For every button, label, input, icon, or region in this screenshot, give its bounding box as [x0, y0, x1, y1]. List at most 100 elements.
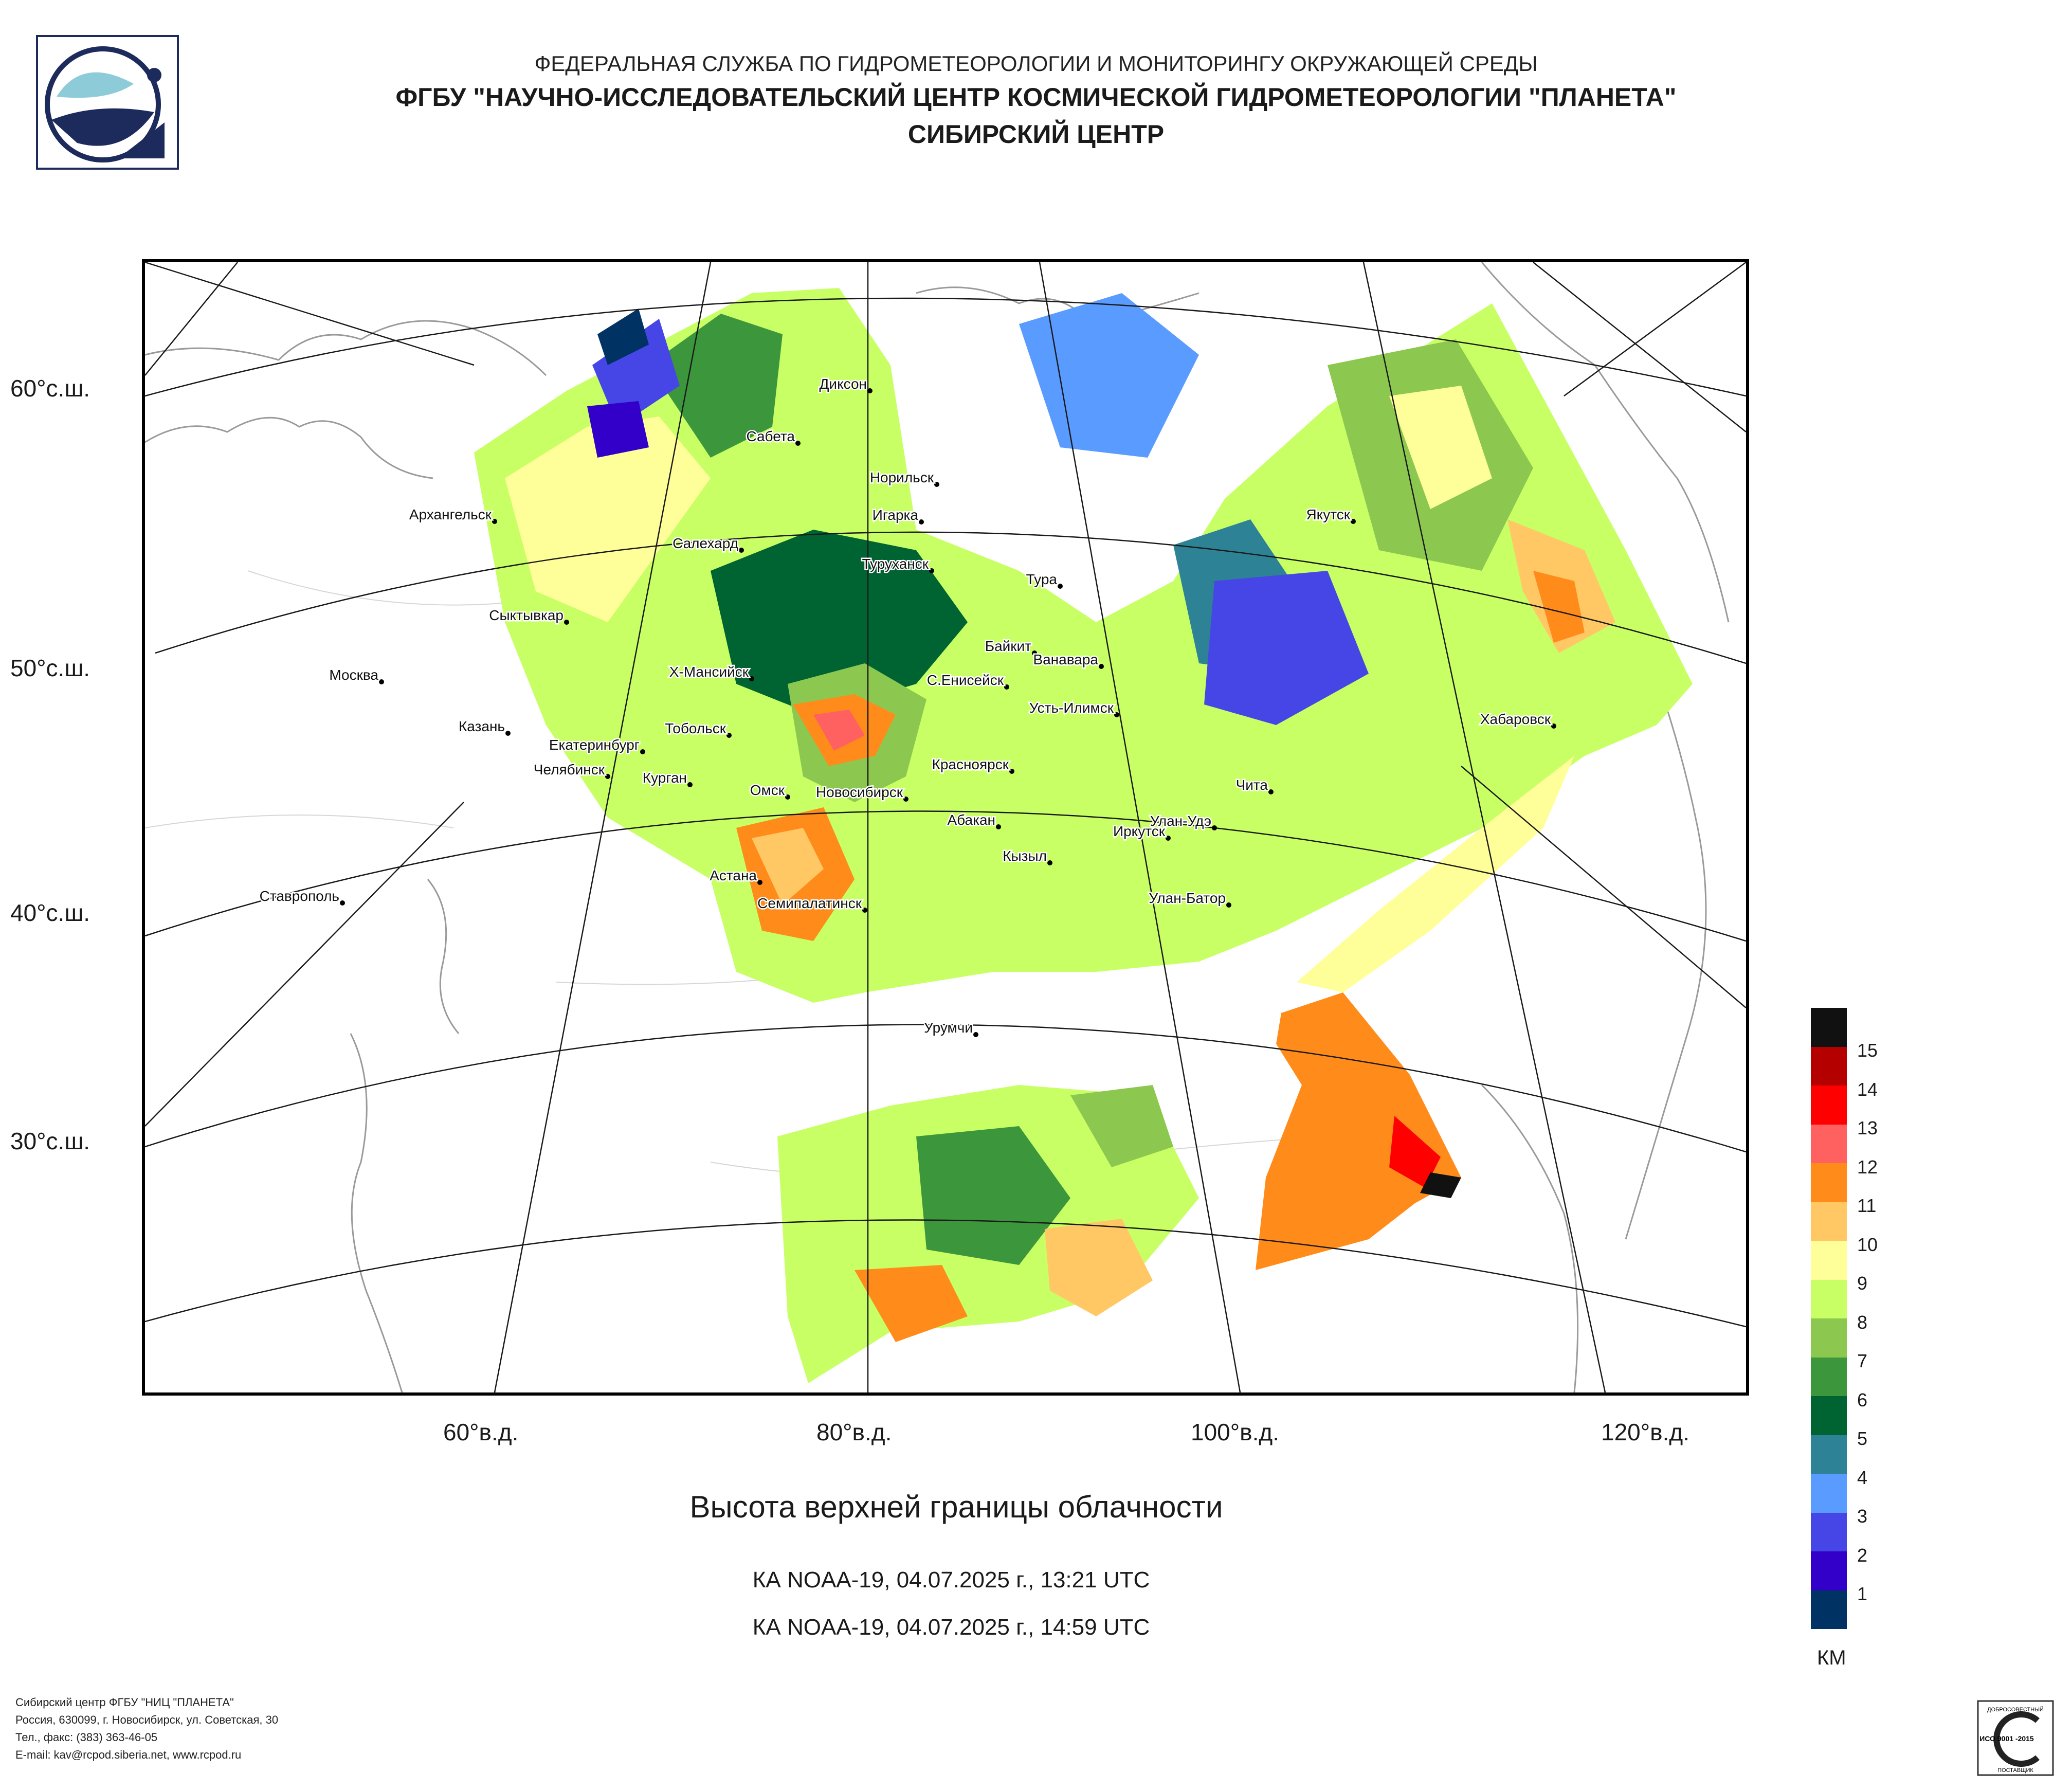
map-canvas: Диксон Сабета Норильск Игарка Архангельск Сал… — [145, 262, 1746, 1392]
lon-label-100: 100°в.д. — [1191, 1419, 1279, 1445]
lon-label-60: 60°в.д. — [443, 1419, 519, 1445]
legend-label: 7 — [1857, 1350, 1868, 1371]
legend-swatch — [1811, 1357, 1847, 1396]
city-dot — [1226, 902, 1231, 908]
city-label: Норильск — [870, 469, 934, 485]
city-dot — [379, 679, 384, 684]
city-dot — [726, 733, 732, 738]
city-label: Архангельск — [409, 506, 492, 522]
city-dot — [929, 568, 934, 573]
legend-swatch — [1811, 1512, 1847, 1551]
city-label: Туруханск — [862, 556, 929, 572]
satellite-pass-2: КА NOAA-19, 04.07.2025 г., 14:59 UTC — [752, 1615, 1150, 1640]
city-dot — [996, 824, 1001, 829]
lon-label-80: 80°в.д. — [816, 1419, 892, 1445]
cloud-top-map: Диксон Сабета Норильск Игарка Архангельск Сал… — [142, 259, 1749, 1396]
city-label: Салехард — [673, 535, 738, 551]
city-label: Байкит — [985, 638, 1031, 654]
city-label: Усть-Илимск — [1029, 700, 1114, 716]
legend-swatch — [1811, 1086, 1847, 1125]
agency-title: ФЕДЕРАЛЬНАЯ СЛУЖБА ПО ГИДРОМЕТЕОРОЛОГИИ … — [534, 51, 1538, 76]
footer-address: Россия, 630099, г. Новосибирск, ул. Сове… — [15, 1713, 279, 1726]
city-label: Челябинск — [534, 762, 605, 777]
city-dot — [785, 794, 790, 800]
city-label: Семипалатинск — [757, 895, 862, 911]
city-markers: Диксон Сабета Норильск Игарка Архангельск Сал… — [258, 375, 1556, 1037]
lat-label-60: 60°с.ш. — [10, 375, 90, 402]
city-label: Диксон — [819, 376, 867, 392]
legend-swatch — [1811, 1163, 1847, 1202]
city-dot — [1166, 836, 1171, 841]
city-label: Тура — [1026, 571, 1058, 587]
city-label: С.Енисейск — [927, 672, 1004, 688]
lat-label-30: 30°с.ш. — [10, 1128, 90, 1154]
city-dot — [564, 620, 569, 625]
city-label: Чита — [1236, 777, 1268, 793]
branch-title: СИБИРСКИЙ ЦЕНТР — [907, 120, 1165, 149]
product-title: Высота верхней границы облачности — [689, 1490, 1223, 1524]
city-label: Игарка — [873, 507, 919, 523]
legend-swatch — [1811, 1124, 1847, 1163]
city-label: Москва — [329, 667, 378, 683]
legend-label: 4 — [1857, 1467, 1868, 1488]
city-dot — [919, 519, 924, 524]
city-label: Красноярск — [932, 756, 1009, 772]
city-dot — [749, 676, 754, 681]
city-dot — [1004, 684, 1009, 690]
city-dot — [757, 880, 762, 885]
legend-swatch — [1811, 1551, 1847, 1590]
city-label: Улан-Батор — [1149, 890, 1226, 906]
city-dot — [640, 749, 645, 754]
city-dot — [1099, 664, 1104, 669]
city-label: Сыктывкар — [489, 607, 564, 623]
city-dot — [795, 441, 801, 446]
graticule — [145, 262, 1746, 1392]
city-label: Ванавара — [1033, 652, 1098, 667]
city-dot — [1032, 650, 1037, 656]
city-dot — [1114, 712, 1119, 717]
legend-label: 3 — [1857, 1506, 1868, 1527]
city-label: Астана — [710, 867, 757, 883]
city-dot — [1047, 860, 1052, 865]
legend-label: 11 — [1857, 1195, 1877, 1216]
city-label: Сабета — [746, 428, 795, 444]
city-dot — [1551, 723, 1556, 729]
city-label: Якутск — [1306, 506, 1350, 522]
city-label: Казань — [459, 718, 505, 734]
legend-swatch — [1811, 1396, 1847, 1435]
height-legend — [1811, 1008, 1847, 1629]
city-dot — [934, 482, 939, 487]
legend-label: 13 — [1857, 1117, 1878, 1138]
city-label: Хабаровск — [1480, 711, 1551, 727]
city-label: Улан-Удэ — [1150, 813, 1211, 829]
legend-label: 8 — [1857, 1311, 1868, 1333]
planeta-logo — [36, 35, 179, 170]
city-label: Абакан — [947, 812, 995, 828]
legend-swatch — [1811, 1590, 1847, 1629]
city-dot — [1058, 584, 1063, 589]
cert-bottom-text: ПОСТАВЩИК — [1997, 1767, 2033, 1774]
cert-code: ИСО 9001 -2015 — [1979, 1734, 2034, 1743]
city-dot — [505, 731, 511, 736]
footer-email: E-mail: kav@rcpod.siberia.net, www.rcpod… — [15, 1748, 242, 1761]
iso-certificate-badge: ДОБРОСОВЕСТНЫЙ ИСО 9001 -2015 ПОСТАВЩИК — [1977, 1700, 2054, 1776]
legend-swatch — [1811, 1202, 1847, 1241]
city-dot — [1212, 825, 1217, 830]
city-dot — [492, 519, 497, 524]
city-dot — [1009, 769, 1014, 774]
legend-label: 10 — [1857, 1234, 1878, 1255]
legend-label: 1 — [1857, 1583, 1868, 1604]
city-label: Ставрополь — [260, 888, 339, 904]
satellite-pass-1: КА NOAA-19, 04.07.2025 г., 13:21 UTC — [752, 1567, 1150, 1593]
city-dot — [973, 1032, 978, 1037]
city-label: Урумчи — [924, 1020, 973, 1036]
legend-swatch — [1811, 1318, 1847, 1358]
city-dot — [1268, 789, 1274, 794]
city-dot — [1351, 519, 1356, 524]
city-label: Екатеринбург — [549, 737, 640, 753]
city-dot — [867, 388, 873, 393]
city-dot — [687, 782, 693, 787]
city-dot — [340, 900, 345, 906]
legend-label: 12 — [1857, 1156, 1878, 1178]
city-dot — [605, 774, 610, 779]
